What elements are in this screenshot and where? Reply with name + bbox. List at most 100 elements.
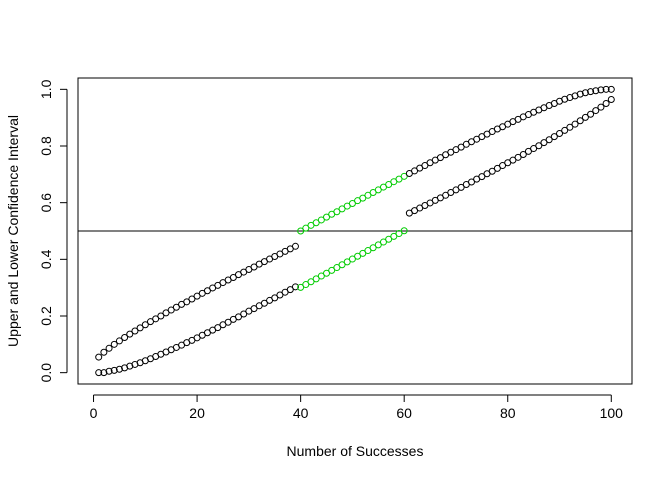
data-point xyxy=(229,273,237,281)
x-axis-label: Number of Successes xyxy=(287,443,424,459)
y-axis: 0.0 0.2 0.4 0.6 0.8 1.0 xyxy=(38,79,68,383)
x-axis: 0 20 40 60 80 100 xyxy=(90,394,623,421)
data-point xyxy=(95,369,103,377)
data-point xyxy=(566,123,574,131)
data-point xyxy=(385,235,393,243)
data-point xyxy=(592,87,600,95)
data-point xyxy=(499,162,507,170)
data-point xyxy=(607,85,615,93)
data-point xyxy=(587,110,595,118)
data-point xyxy=(333,264,341,272)
data-points xyxy=(95,85,615,377)
data-point xyxy=(587,88,595,96)
x-tick-label: 20 xyxy=(189,405,205,421)
data-point xyxy=(524,147,532,155)
data-point xyxy=(105,367,113,375)
data-point xyxy=(385,181,393,189)
data-point xyxy=(457,143,465,151)
data-point xyxy=(556,130,564,138)
data-point xyxy=(421,162,429,170)
data-point xyxy=(312,275,320,283)
data-point xyxy=(343,258,351,266)
data-point xyxy=(369,244,377,252)
data-point xyxy=(395,175,403,183)
data-point xyxy=(110,366,118,374)
data-point xyxy=(602,85,610,93)
data-point xyxy=(214,324,222,332)
data-point xyxy=(514,153,522,161)
data-point xyxy=(592,107,600,115)
data-point xyxy=(348,255,356,263)
data-point xyxy=(338,261,346,269)
data-point xyxy=(493,164,501,172)
data-point xyxy=(286,286,294,294)
y-tick-label: 1.0 xyxy=(38,79,54,99)
data-point xyxy=(126,330,134,338)
data-point xyxy=(442,191,450,199)
data-point xyxy=(307,278,315,286)
x-tick-label: 60 xyxy=(396,405,412,421)
data-point xyxy=(467,178,475,186)
data-point xyxy=(323,213,331,221)
data-point xyxy=(141,321,149,329)
data-point xyxy=(250,263,258,271)
data-point xyxy=(188,295,196,303)
data-point xyxy=(312,219,320,227)
data-point xyxy=(400,172,408,180)
data-point xyxy=(338,205,346,213)
y-tick-label: 0.0 xyxy=(38,363,54,383)
data-point xyxy=(203,287,211,295)
data-point xyxy=(271,294,279,302)
y-tick-label: 0.8 xyxy=(38,136,54,156)
data-point xyxy=(597,103,605,111)
data-point xyxy=(540,139,548,147)
data-point xyxy=(100,348,108,356)
data-point xyxy=(328,266,336,274)
data-point xyxy=(240,310,248,318)
x-tick-label: 80 xyxy=(500,405,516,421)
data-point xyxy=(581,113,589,121)
data-point xyxy=(115,337,123,345)
data-point xyxy=(535,142,543,150)
data-point xyxy=(545,136,553,144)
data-point xyxy=(550,133,558,141)
data-point xyxy=(214,281,222,289)
data-point xyxy=(374,186,382,194)
y-tick-label: 0.4 xyxy=(38,249,54,269)
data-point xyxy=(162,309,170,317)
data-point xyxy=(581,89,589,97)
data-point xyxy=(354,252,362,260)
data-point xyxy=(131,327,139,335)
y-axis-label: Upper and Lower Confidence Interval xyxy=(5,115,21,347)
data-point xyxy=(291,283,299,291)
data-point xyxy=(607,96,615,104)
data-point xyxy=(302,224,310,232)
data-point xyxy=(576,117,584,125)
data-point xyxy=(172,303,180,311)
data-point xyxy=(390,232,398,240)
data-point xyxy=(395,230,403,238)
data-point xyxy=(374,241,382,249)
data-point xyxy=(291,242,299,250)
data-point xyxy=(317,216,325,224)
data-point xyxy=(276,291,284,299)
data-point xyxy=(224,318,232,326)
data-point xyxy=(235,313,243,321)
data-point xyxy=(359,194,367,202)
data-point xyxy=(317,272,325,280)
data-point xyxy=(260,299,268,307)
data-point xyxy=(571,120,579,128)
data-point xyxy=(302,281,310,289)
data-point xyxy=(519,151,527,158)
data-point xyxy=(576,90,584,98)
data-point xyxy=(530,145,538,153)
data-point xyxy=(436,154,444,162)
data-point xyxy=(250,305,258,313)
data-point xyxy=(364,247,372,255)
data-point xyxy=(478,173,486,181)
data-point xyxy=(297,227,305,235)
data-point xyxy=(193,292,201,300)
data-point xyxy=(379,238,387,246)
data-point xyxy=(136,324,144,332)
